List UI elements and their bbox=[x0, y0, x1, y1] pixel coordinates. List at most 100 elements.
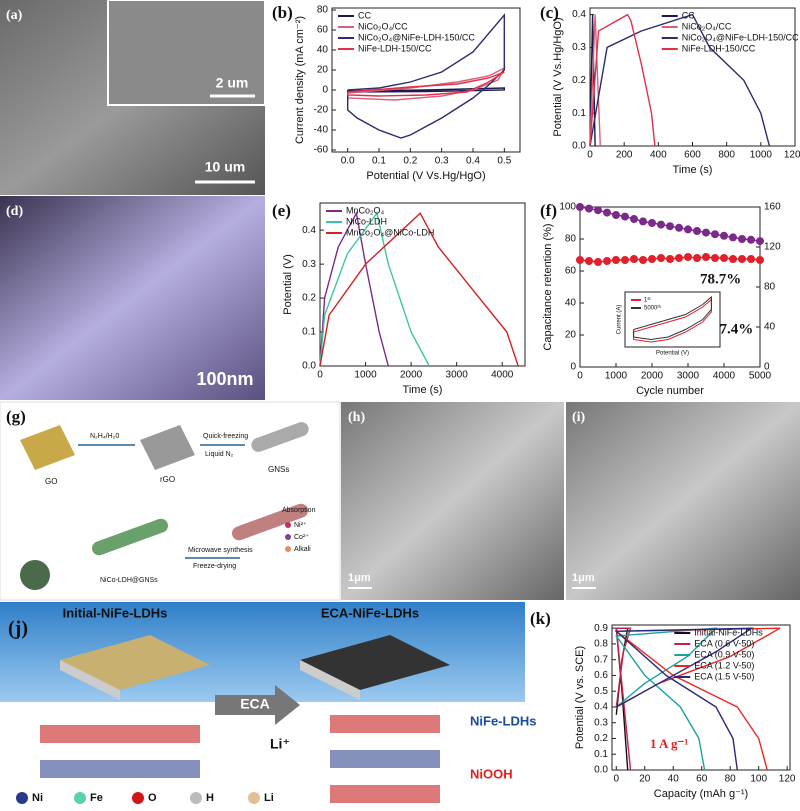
step-label: Alkali bbox=[294, 546, 311, 553]
plot-frame bbox=[331, 7, 521, 153]
x-tick-label: 200 bbox=[616, 150, 633, 161]
y-tick-label: 0.2 bbox=[302, 293, 316, 304]
y-axis-label: Capacitance retention (%) bbox=[542, 223, 554, 350]
panel-label: (c) bbox=[540, 3, 559, 22]
scale-label: 2 um bbox=[216, 75, 249, 91]
point bbox=[630, 215, 638, 223]
point bbox=[738, 235, 746, 243]
y-tick-label: 0.5 bbox=[594, 686, 608, 697]
step-label: Liquid N₂ bbox=[205, 451, 234, 458]
y-tick-label: 0.3 bbox=[572, 42, 586, 53]
point bbox=[612, 211, 620, 219]
point bbox=[603, 208, 611, 217]
point bbox=[576, 203, 584, 211]
ldh-block bbox=[300, 635, 450, 690]
x-tick-label: 5000 bbox=[749, 371, 772, 382]
y-axis-label: Current density (mA cm⁻²) bbox=[294, 16, 306, 144]
x-tick-label: 0.2 bbox=[403, 156, 417, 167]
series-line bbox=[589, 14, 601, 147]
y-tick-label: 0.9 bbox=[594, 623, 608, 634]
x-tick-label: 0 bbox=[317, 370, 323, 381]
point bbox=[729, 233, 737, 242]
x-axis-label: Capacity (mAh g⁻¹) bbox=[654, 788, 748, 800]
tube bbox=[91, 518, 169, 556]
y-tick-label: 60 bbox=[565, 266, 577, 277]
point bbox=[684, 225, 692, 234]
step-label: Microwave synthesis bbox=[188, 547, 253, 554]
x-tick-label: 4000 bbox=[491, 370, 514, 381]
x-tick-label: 3000 bbox=[677, 371, 700, 382]
y-tick-label: 100 bbox=[559, 202, 576, 213]
y-tick-label: 0.4 bbox=[302, 225, 316, 236]
y-tick-label: 0.0 bbox=[594, 765, 608, 776]
y-tick-label: -60 bbox=[314, 145, 329, 156]
legend-label: ECA (0.6 V-50) bbox=[694, 638, 754, 648]
y-tick-label: 0.3 bbox=[594, 717, 608, 728]
lattice bbox=[40, 725, 200, 743]
point bbox=[747, 255, 755, 263]
x-tick-label: 800 bbox=[718, 150, 735, 161]
y-tick-label: -20 bbox=[314, 105, 329, 116]
atom bbox=[248, 792, 260, 804]
y-tick-label: 0.2 bbox=[594, 733, 608, 744]
scale-label: 1μm bbox=[348, 572, 371, 584]
legend-label: H bbox=[206, 792, 214, 804]
y-tick-label: 20 bbox=[565, 330, 577, 341]
x-tick-label: 20 bbox=[639, 774, 651, 785]
x-tick-label: 120 bbox=[779, 774, 796, 785]
point bbox=[630, 255, 638, 263]
atom bbox=[132, 792, 144, 804]
series-line bbox=[319, 212, 519, 367]
y-tick-label: 0.4 bbox=[572, 9, 586, 20]
y-axis-label: Potential (V Vs.Hg/HgO) bbox=[552, 17, 564, 136]
sem-image bbox=[0, 196, 265, 400]
point bbox=[720, 231, 728, 240]
point bbox=[756, 256, 764, 264]
step-label: Ni²⁺ bbox=[294, 521, 307, 529]
series-line bbox=[347, 66, 506, 101]
panel-label: (e) bbox=[272, 201, 291, 220]
scale-label: 1μm bbox=[572, 572, 595, 584]
y2-tick-label: 0 bbox=[764, 362, 770, 373]
annotation: 78.7% bbox=[700, 271, 741, 287]
x-axis-label: Cycle number bbox=[636, 385, 704, 397]
point bbox=[720, 254, 728, 262]
x-tick-label: 80 bbox=[725, 774, 737, 785]
y2-tick-label: 120 bbox=[764, 242, 781, 253]
legend-label: Li bbox=[264, 792, 274, 804]
y-axis-label: Potential (V) bbox=[282, 254, 294, 315]
legend-label: Fe bbox=[90, 792, 103, 804]
x-tick-label: 60 bbox=[696, 774, 708, 785]
step-label: GO bbox=[45, 477, 57, 486]
point bbox=[657, 254, 665, 262]
point bbox=[675, 254, 683, 262]
legend-label: MnCo₂O₄@NiCo-LDH bbox=[346, 227, 434, 237]
x-tick-label: 2000 bbox=[641, 371, 664, 382]
panel-label: (g) bbox=[6, 407, 26, 426]
y-tick-label: 80 bbox=[565, 234, 577, 245]
point bbox=[657, 220, 665, 229]
x-axis-label: Time (s) bbox=[673, 164, 713, 176]
sem-image bbox=[341, 402, 564, 600]
y-tick-label: 0.0 bbox=[302, 361, 316, 372]
point bbox=[747, 235, 755, 244]
rgo-sheet bbox=[140, 425, 195, 470]
step-label: GNSs bbox=[268, 465, 289, 474]
panel-label: (f) bbox=[540, 201, 557, 220]
y-tick-label: 0.3 bbox=[302, 259, 316, 270]
tube bbox=[251, 422, 309, 452]
series-line bbox=[589, 13, 771, 147]
point bbox=[621, 256, 629, 264]
step-label: NiCo-LDH@GNSs bbox=[100, 577, 158, 584]
legend-label: NiCo₂O₄@NiFe-LDH-150/CC bbox=[682, 32, 799, 42]
x-tick-label: 100 bbox=[750, 774, 767, 785]
point bbox=[594, 206, 602, 215]
legend-label: NiCo₂O₄@NiFe-LDH-150/CC bbox=[358, 32, 475, 42]
x-tick-label: 0.5 bbox=[497, 156, 511, 167]
sphere bbox=[20, 560, 50, 590]
y-tick-label: 0.0 bbox=[572, 141, 586, 152]
layer-label: NiOOH bbox=[470, 766, 513, 781]
panel-label: (b) bbox=[272, 3, 293, 22]
panel-label: (d) bbox=[6, 204, 23, 219]
